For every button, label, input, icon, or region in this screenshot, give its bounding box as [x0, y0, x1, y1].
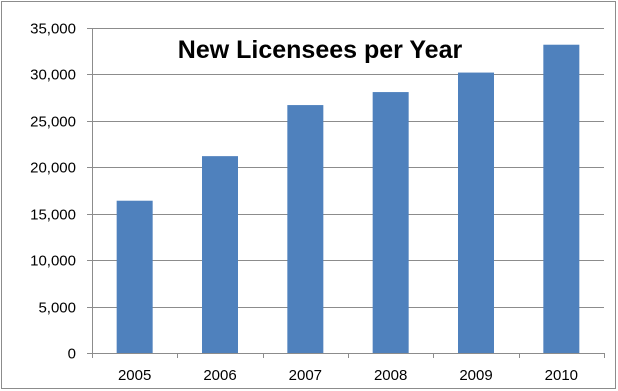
y-tick-label: 0 [68, 346, 76, 363]
y-tick-label: 5,000 [38, 300, 76, 317]
x-tick-label: 2010 [545, 367, 578, 384]
bar-2007 [287, 105, 324, 353]
chart-title: New Licensees per Year [178, 36, 463, 64]
bar-2008 [372, 92, 409, 354]
bar-2009 [458, 72, 494, 354]
x-tick-label: 2006 [203, 367, 236, 384]
bar-2005 [116, 200, 153, 353]
y-tick-label: 25,000 [30, 114, 76, 131]
x-tick-label: 2009 [459, 367, 492, 384]
bars [116, 44, 580, 354]
y-tick-label: 30,000 [30, 67, 76, 84]
x-tick-label: 2008 [374, 367, 407, 384]
axes [87, 28, 605, 358]
y-tick-label: 10,000 [30, 253, 76, 270]
gridlines [92, 28, 604, 308]
y-tick-label: 35,000 [30, 21, 76, 38]
y-tick-label: 15,000 [30, 207, 76, 224]
bar-2006 [202, 156, 238, 353]
tick-labels: 0 5,000 10,000 15,000 20,000 25,000 30,000 35,0… [30, 21, 578, 385]
x-tick-label: 2007 [289, 367, 322, 384]
x-tick-label: 2005 [118, 367, 151, 384]
bar-2010 [543, 44, 580, 353]
y-tick-label: 20,000 [30, 160, 76, 177]
